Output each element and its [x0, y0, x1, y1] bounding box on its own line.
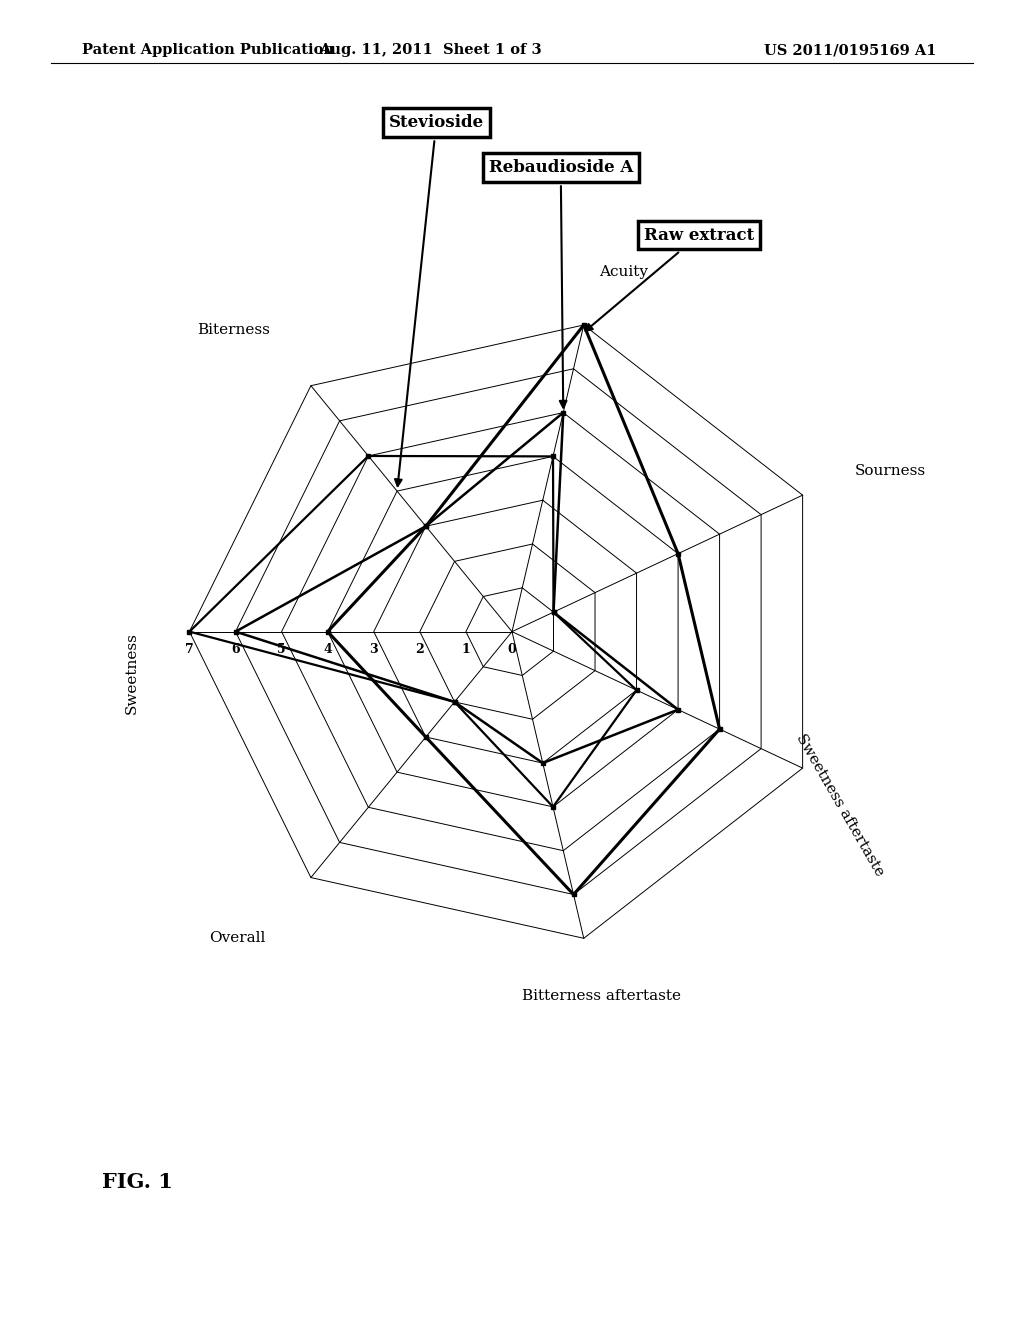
Text: Sweetness aftertaste: Sweetness aftertaste — [794, 733, 887, 879]
Text: Stevioside: Stevioside — [389, 115, 484, 486]
Text: Bitterness aftertaste: Bitterness aftertaste — [522, 989, 681, 1003]
Text: Rebaudioside A: Rebaudioside A — [488, 160, 633, 408]
Text: Raw extract: Raw extract — [586, 227, 754, 331]
Text: 7: 7 — [185, 643, 194, 656]
Text: US 2011/0195169 A1: US 2011/0195169 A1 — [764, 44, 936, 57]
Text: Sweetness: Sweetness — [125, 632, 139, 714]
Text: 6: 6 — [231, 643, 240, 656]
Text: Acuity: Acuity — [599, 265, 648, 279]
Text: 4: 4 — [324, 643, 332, 656]
Text: 2: 2 — [416, 643, 424, 656]
Text: FIG. 1: FIG. 1 — [102, 1172, 173, 1192]
Text: Patent Application Publication: Patent Application Publication — [82, 44, 334, 57]
Text: Overall: Overall — [209, 931, 265, 945]
Text: 5: 5 — [278, 643, 286, 656]
Text: Sourness: Sourness — [855, 463, 926, 478]
Text: 3: 3 — [370, 643, 378, 656]
Text: Biterness: Biterness — [198, 323, 270, 337]
Text: 0: 0 — [508, 643, 516, 656]
Text: Aug. 11, 2011  Sheet 1 of 3: Aug. 11, 2011 Sheet 1 of 3 — [318, 44, 542, 57]
Text: 1: 1 — [462, 643, 470, 656]
